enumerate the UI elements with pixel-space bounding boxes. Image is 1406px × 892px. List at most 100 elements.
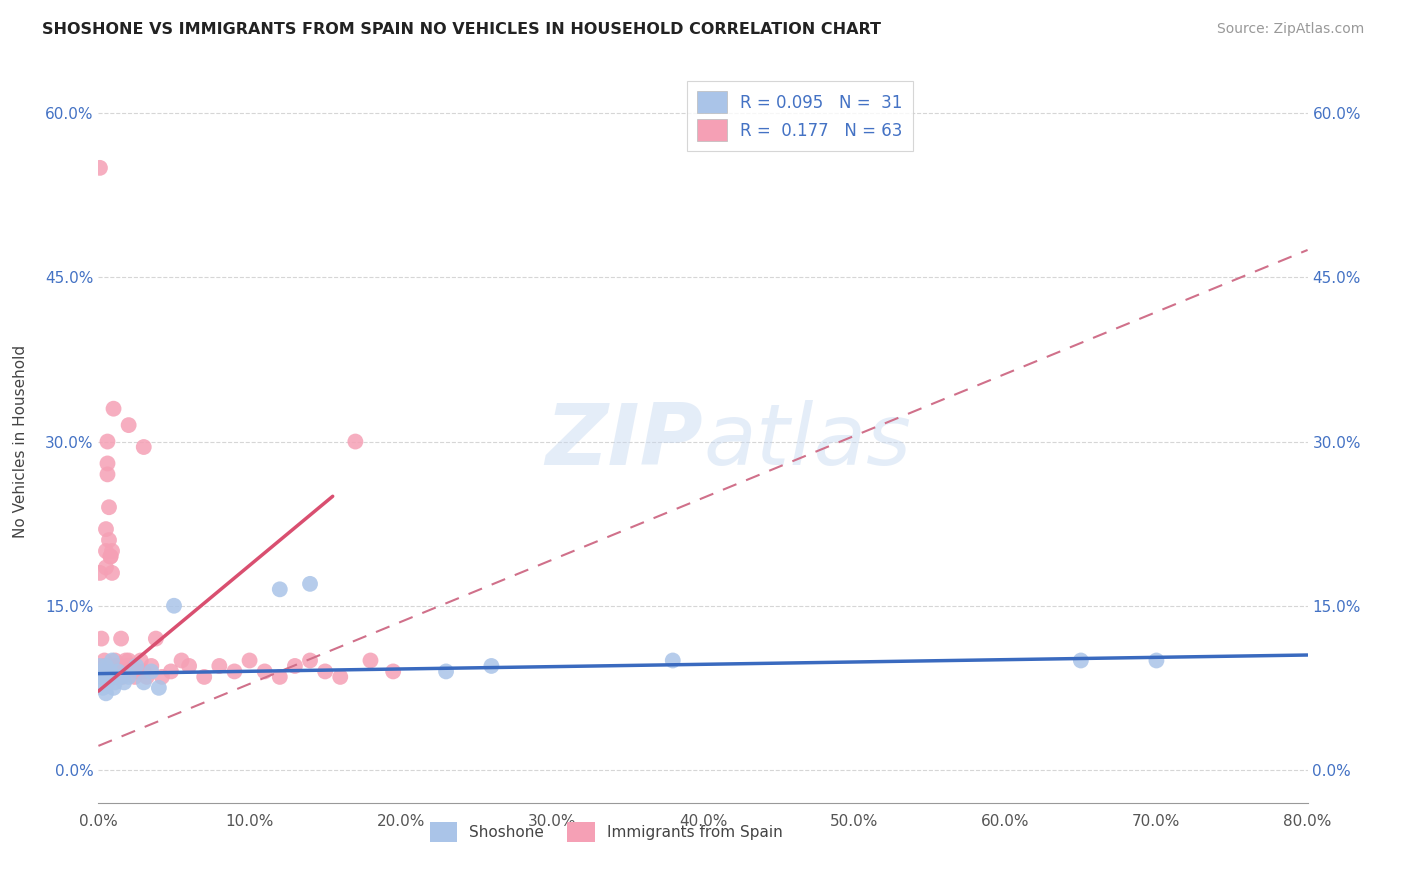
Text: Source: ZipAtlas.com: Source: ZipAtlas.com bbox=[1216, 22, 1364, 37]
Point bbox=[110, 632, 132, 646]
Point bbox=[108, 659, 131, 673]
Point bbox=[94, 659, 117, 673]
Point bbox=[100, 549, 122, 564]
Point bbox=[253, 665, 276, 679]
Point bbox=[93, 653, 115, 667]
Point bbox=[91, 681, 114, 695]
Point bbox=[127, 665, 149, 679]
Point bbox=[89, 566, 111, 580]
Point bbox=[132, 440, 155, 454]
Point bbox=[269, 582, 291, 597]
Point bbox=[118, 670, 141, 684]
Legend: Shoshone, Immigrants from Spain: Shoshone, Immigrants from Spain bbox=[422, 814, 790, 849]
Point bbox=[94, 560, 117, 574]
Point bbox=[382, 665, 405, 679]
Point bbox=[103, 681, 125, 695]
Point bbox=[132, 675, 155, 690]
Point bbox=[103, 401, 125, 416]
Point bbox=[96, 434, 118, 449]
Point bbox=[1070, 653, 1092, 667]
Point bbox=[91, 665, 114, 679]
Point bbox=[299, 577, 322, 591]
Point bbox=[96, 457, 118, 471]
Point bbox=[94, 522, 117, 536]
Point bbox=[103, 665, 125, 679]
Point bbox=[96, 467, 118, 482]
Point bbox=[224, 665, 246, 679]
Point bbox=[360, 653, 382, 667]
Point bbox=[344, 434, 367, 449]
Point bbox=[170, 653, 193, 667]
Point bbox=[93, 670, 115, 684]
Point bbox=[141, 665, 163, 679]
Text: atlas: atlas bbox=[703, 400, 911, 483]
Point bbox=[115, 659, 138, 673]
Point bbox=[110, 670, 132, 684]
Point bbox=[1144, 653, 1167, 667]
Point bbox=[163, 599, 186, 613]
Point bbox=[90, 670, 112, 684]
Point bbox=[111, 670, 134, 684]
Point bbox=[434, 665, 457, 679]
Point bbox=[104, 659, 127, 673]
Point bbox=[100, 549, 122, 564]
Point bbox=[150, 670, 173, 684]
Point bbox=[90, 675, 112, 690]
Point bbox=[284, 659, 307, 673]
Point bbox=[101, 566, 124, 580]
Point bbox=[118, 418, 141, 433]
Point bbox=[105, 670, 128, 684]
Point bbox=[93, 659, 115, 673]
Point bbox=[107, 665, 129, 679]
Point bbox=[94, 686, 117, 700]
Point bbox=[101, 544, 124, 558]
Point bbox=[104, 653, 127, 667]
Point bbox=[125, 659, 148, 673]
Point bbox=[299, 653, 322, 667]
Point bbox=[93, 665, 115, 679]
Point bbox=[89, 161, 111, 175]
Point bbox=[135, 670, 157, 684]
Point bbox=[481, 659, 503, 673]
Point bbox=[145, 632, 167, 646]
Point bbox=[148, 681, 170, 695]
Text: SHOSHONE VS IMMIGRANTS FROM SPAIN NO VEHICLES IN HOUSEHOLD CORRELATION CHART: SHOSHONE VS IMMIGRANTS FROM SPAIN NO VEH… bbox=[42, 22, 882, 37]
Point bbox=[239, 653, 262, 667]
Point bbox=[124, 670, 146, 684]
Point bbox=[98, 670, 121, 684]
Point bbox=[98, 533, 121, 547]
Point bbox=[160, 665, 183, 679]
Point bbox=[98, 500, 121, 515]
Point bbox=[193, 670, 215, 684]
Point bbox=[112, 675, 135, 690]
Point bbox=[329, 670, 352, 684]
Point bbox=[121, 659, 143, 673]
Text: ZIP: ZIP bbox=[546, 400, 703, 483]
Point bbox=[314, 665, 336, 679]
Point bbox=[132, 665, 155, 679]
Point bbox=[103, 670, 125, 684]
Point bbox=[114, 653, 136, 667]
Point bbox=[91, 665, 114, 679]
Point bbox=[118, 653, 141, 667]
Point bbox=[179, 659, 201, 673]
Y-axis label: No Vehicles in Household: No Vehicles in Household bbox=[14, 345, 28, 538]
Point bbox=[104, 675, 127, 690]
Point bbox=[101, 653, 124, 667]
Point bbox=[94, 544, 117, 558]
Point bbox=[208, 659, 231, 673]
Point bbox=[129, 653, 152, 667]
Point bbox=[90, 632, 112, 646]
Point bbox=[141, 659, 163, 673]
Point bbox=[112, 665, 135, 679]
Point bbox=[91, 670, 114, 684]
Point bbox=[89, 659, 111, 673]
Point bbox=[107, 665, 129, 679]
Point bbox=[100, 665, 122, 679]
Point bbox=[90, 670, 112, 684]
Point bbox=[90, 665, 112, 679]
Point bbox=[269, 670, 291, 684]
Point bbox=[93, 665, 115, 679]
Point bbox=[661, 653, 683, 667]
Point bbox=[96, 675, 118, 690]
